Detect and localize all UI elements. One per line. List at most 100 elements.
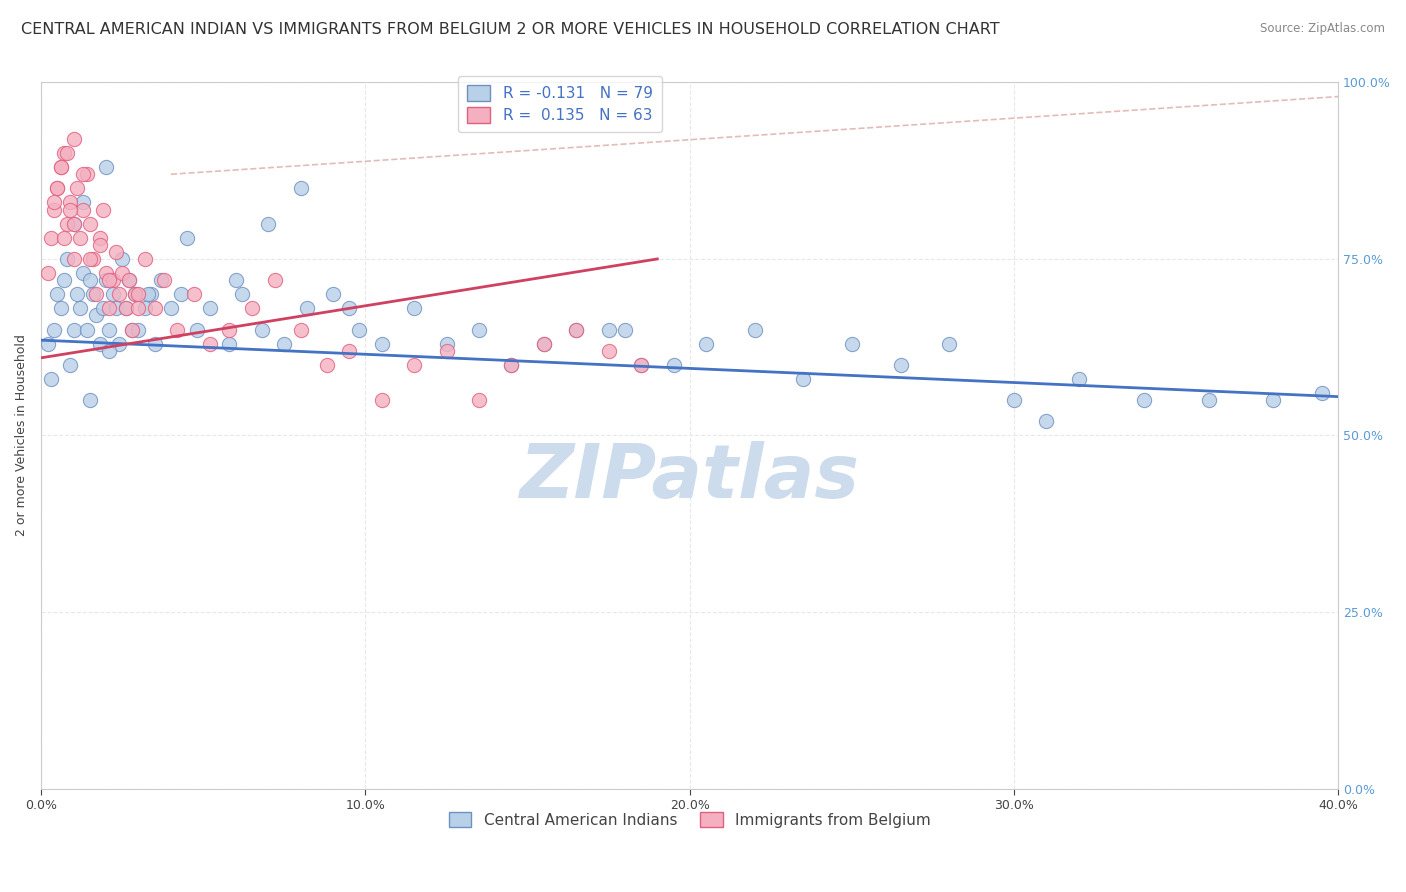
Point: [436, 343, 458, 358]
Point: [124, 287, 146, 301]
Point: [76, 167, 98, 181]
Point: [613, 322, 636, 336]
Point: [468, 393, 491, 408]
Point: [37, 336, 59, 351]
Point: [108, 287, 131, 301]
Point: [104, 301, 127, 316]
Point: [46, 287, 69, 301]
Point: [565, 322, 588, 336]
Point: [1198, 393, 1220, 408]
Point: [111, 252, 134, 266]
Point: [79, 273, 101, 287]
Point: [98, 322, 121, 336]
Point: [1263, 393, 1285, 408]
Point: [889, 358, 911, 372]
Point: [91, 301, 114, 316]
Point: [290, 322, 312, 336]
Point: [59, 195, 82, 210]
Point: [98, 301, 121, 316]
Point: [436, 336, 458, 351]
Point: [225, 273, 247, 287]
Point: [39, 231, 62, 245]
Point: [91, 202, 114, 217]
Point: [501, 358, 523, 372]
Point: [218, 336, 240, 351]
Point: [56, 146, 79, 161]
Point: [273, 336, 295, 351]
Point: [218, 322, 240, 336]
Point: [322, 287, 344, 301]
Point: [250, 322, 273, 336]
Point: [86, 287, 108, 301]
Point: [104, 244, 127, 259]
Point: [69, 301, 91, 316]
Point: [662, 358, 685, 372]
Point: [118, 273, 141, 287]
Point: [347, 322, 370, 336]
Point: [56, 252, 79, 266]
Point: [59, 202, 82, 217]
Point: [49, 160, 72, 174]
Point: [404, 301, 426, 316]
Point: [315, 358, 337, 372]
Point: [124, 287, 146, 301]
Point: [89, 237, 111, 252]
Point: [370, 393, 392, 408]
Point: [1310, 386, 1333, 401]
Point: [49, 301, 72, 316]
Point: [231, 287, 253, 301]
Point: [72, 167, 94, 181]
Point: [79, 217, 101, 231]
Point: [86, 309, 108, 323]
Point: [66, 181, 89, 195]
Point: [44, 322, 66, 336]
Point: [44, 195, 66, 210]
Point: [62, 217, 84, 231]
Point: [56, 217, 79, 231]
Point: [160, 301, 183, 316]
Point: [127, 301, 149, 316]
Point: [295, 301, 318, 316]
Point: [630, 358, 652, 372]
Point: [153, 273, 176, 287]
Point: [46, 181, 69, 195]
Point: [79, 393, 101, 408]
Text: Source: ZipAtlas.com: Source: ZipAtlas.com: [1260, 22, 1385, 36]
Point: [98, 343, 121, 358]
Point: [134, 252, 156, 266]
Point: [841, 336, 863, 351]
Point: [62, 132, 84, 146]
Point: [108, 336, 131, 351]
Point: [66, 287, 89, 301]
Point: [183, 287, 205, 301]
Point: [565, 322, 588, 336]
Point: [37, 266, 59, 280]
Point: [76, 322, 98, 336]
Y-axis label: 2 or more Vehicles in Household: 2 or more Vehicles in Household: [15, 334, 28, 536]
Point: [744, 322, 766, 336]
Point: [62, 322, 84, 336]
Point: [337, 301, 360, 316]
Point: [257, 217, 280, 231]
Point: [72, 202, 94, 217]
Point: [101, 287, 124, 301]
Point: [82, 252, 104, 266]
Point: [121, 322, 143, 336]
Point: [337, 343, 360, 358]
Point: [118, 273, 141, 287]
Point: [169, 287, 191, 301]
Point: [114, 301, 136, 316]
Point: [52, 273, 75, 287]
Point: [198, 301, 221, 316]
Point: [69, 231, 91, 245]
Point: [240, 301, 263, 316]
Point: [468, 322, 491, 336]
Point: [1002, 393, 1025, 408]
Point: [111, 266, 134, 280]
Point: [370, 336, 392, 351]
Point: [46, 181, 69, 195]
Point: [533, 336, 555, 351]
Point: [52, 146, 75, 161]
Point: [121, 322, 143, 336]
Point: [598, 322, 620, 336]
